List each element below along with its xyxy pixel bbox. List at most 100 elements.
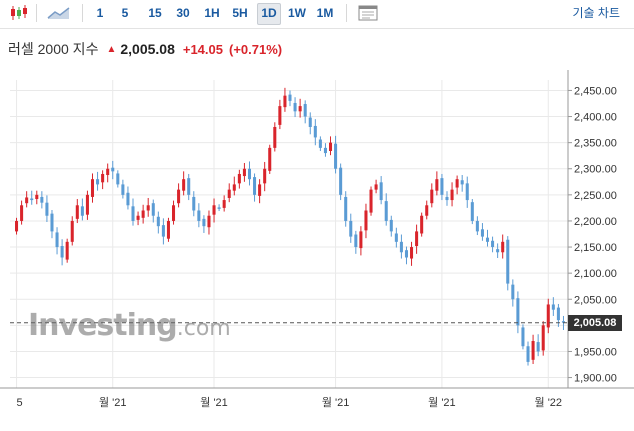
candle-body <box>526 346 530 362</box>
candle-body <box>308 117 312 127</box>
timeframe-1w[interactable]: 1W <box>288 6 306 20</box>
y-tick-label: 2,450.00 <box>574 85 617 97</box>
timeframe-1h[interactable]: 1H <box>204 6 220 20</box>
candle-body <box>521 327 525 347</box>
candle-body <box>556 307 560 321</box>
candle-body <box>101 173 105 183</box>
candle-body <box>187 178 191 195</box>
candle-body <box>207 215 211 228</box>
candle-body <box>278 106 282 125</box>
candle-body <box>126 192 130 206</box>
candle-body <box>192 196 196 211</box>
y-tick-label: 2,150.00 <box>574 242 617 254</box>
candle-body <box>227 189 231 198</box>
y-tick-label: 2,400.00 <box>574 112 617 124</box>
candle-body <box>106 168 110 176</box>
candle-body <box>20 205 24 221</box>
x-tick-label: 월 '22 <box>535 396 563 409</box>
timeframe-1m[interactable]: 1M <box>316 6 334 20</box>
candle-body <box>318 139 322 148</box>
candle-body <box>166 220 170 239</box>
candle-body <box>268 147 272 171</box>
candle-body <box>90 179 95 197</box>
candle-body <box>121 184 125 195</box>
candle-body <box>45 202 49 216</box>
timeframe-5h[interactable]: 5H <box>232 6 248 20</box>
candle-body <box>536 342 540 352</box>
candle-body <box>339 167 343 195</box>
candlestick-icon[interactable] <box>8 3 30 23</box>
candle-body <box>323 147 327 154</box>
technical-chart-link[interactable]: 기술 차트 <box>572 6 621 20</box>
candle-body <box>237 173 241 184</box>
candle-body <box>384 201 388 221</box>
candle-body <box>551 304 555 310</box>
candle-body <box>374 184 378 190</box>
candle-body <box>425 205 429 216</box>
timeframe-30[interactable]: 30 <box>176 6 190 20</box>
chart-header: 러셀 2000 지수 ▲ 2,005.08 +14.05 (+0.71%) <box>8 38 282 60</box>
watermark-brand: Investing <box>28 308 178 343</box>
up-arrow-icon: ▲ <box>106 43 117 55</box>
candle-body <box>359 231 363 249</box>
y-tick-label: 2,050.00 <box>574 294 617 306</box>
candle-body <box>202 218 206 227</box>
x-tick-label: 5 <box>17 397 23 409</box>
candle-body <box>349 220 353 237</box>
candle-body <box>354 234 358 248</box>
x-tick-label: 월 '21 <box>322 396 350 409</box>
candle-body <box>420 215 424 234</box>
timeframe-1d[interactable]: 1D <box>257 3 281 25</box>
y-tick-label: 1,950.00 <box>574 346 617 358</box>
price-change: +14.05 <box>182 41 223 57</box>
y-tick-label: 2,250.00 <box>574 190 617 202</box>
candle-body <box>182 179 186 191</box>
current-price-tag: 2,005.08 <box>568 314 622 331</box>
candle-body <box>70 220 74 242</box>
candle-body <box>298 106 302 112</box>
timeframe-1[interactable]: 1 <box>96 6 104 20</box>
chart-settings-icon[interactable] <box>357 3 379 23</box>
y-tick-label: 2,350.00 <box>574 138 617 150</box>
candle-body <box>172 205 176 221</box>
x-tick-label: 월 '21 <box>99 396 127 409</box>
candle-body <box>156 216 160 227</box>
chart-toolbar: 1 5 15 30 1H 5H 1D 1W 1M 기술 차트 <box>0 0 634 29</box>
candle-body <box>212 205 216 215</box>
investing-watermark: Investing.com <box>28 308 231 343</box>
candle-body <box>389 219 393 232</box>
candle-body <box>399 241 403 253</box>
timeframe-5[interactable]: 5 <box>121 6 129 20</box>
toolbar-divider <box>346 4 347 22</box>
candle-body <box>460 180 464 185</box>
candle-body <box>146 205 150 211</box>
candle-body <box>222 200 226 208</box>
candle-body <box>465 183 469 201</box>
candle-body <box>470 202 474 221</box>
candle-body <box>561 321 565 323</box>
y-tick-label: 2,200.00 <box>574 216 617 228</box>
candle-body <box>242 168 246 177</box>
candle-body <box>96 179 100 185</box>
candle-body <box>404 250 408 258</box>
candle-body <box>161 225 165 237</box>
candle-body <box>379 182 383 201</box>
candle-body <box>273 126 277 148</box>
candle-body <box>247 168 252 180</box>
candle-body <box>541 325 545 351</box>
candle-body <box>394 233 398 242</box>
mountain-chart-icon[interactable] <box>46 3 72 23</box>
y-tick-label: 2,100.00 <box>574 268 617 280</box>
candlestick-chart[interactable]: 1,900.001,950.002,000.002,050.002,100.00… <box>0 70 634 422</box>
candle-body <box>30 198 34 201</box>
timeframe-15[interactable]: 15 <box>148 6 162 20</box>
candle-body <box>511 284 515 300</box>
candle-body <box>496 249 500 253</box>
candle-body <box>313 125 317 138</box>
toolbar-divider <box>36 4 37 22</box>
candle-body <box>531 341 535 360</box>
candle-body <box>60 246 64 258</box>
candle-body <box>258 184 262 196</box>
candle-body <box>217 207 221 209</box>
candle-body <box>65 241 69 260</box>
